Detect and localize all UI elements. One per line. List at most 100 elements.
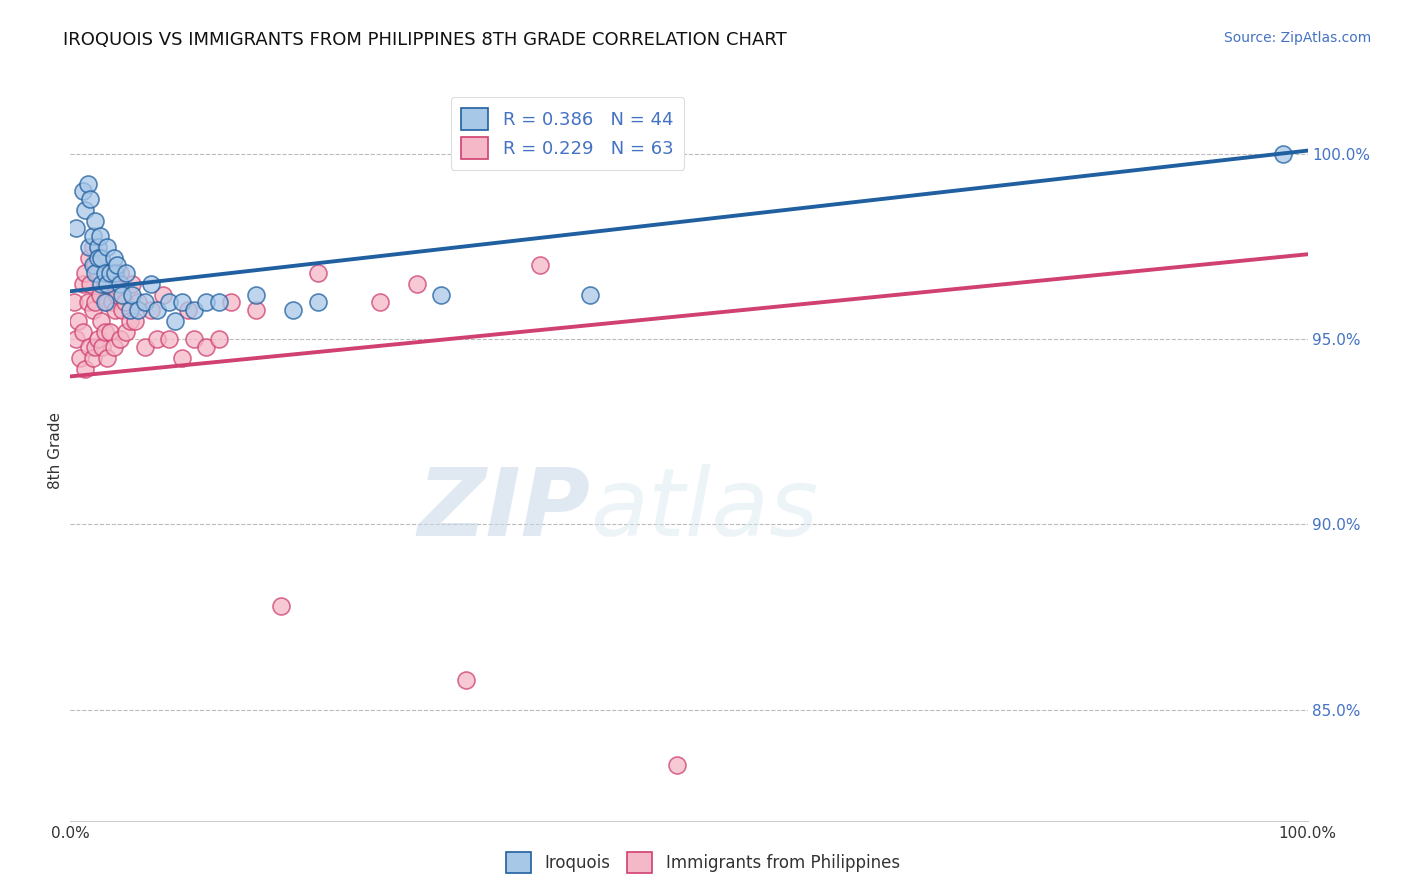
Point <box>72 325 94 339</box>
Point <box>82 258 104 272</box>
Point <box>111 288 134 302</box>
Point <box>79 192 101 206</box>
Point <box>108 277 131 291</box>
Point <box>75 362 97 376</box>
Text: ZIP: ZIP <box>418 464 591 556</box>
Point <box>195 295 218 310</box>
Point <box>90 251 112 265</box>
Point <box>165 314 187 328</box>
Point <box>86 251 108 265</box>
Point <box>94 325 117 339</box>
Point <box>82 302 104 317</box>
Point <box>82 351 104 365</box>
Point <box>90 251 112 265</box>
Point <box>405 277 427 291</box>
Point <box>98 266 121 280</box>
Point <box>127 302 149 317</box>
Legend: Iroquois, Immigrants from Philippines: Iroquois, Immigrants from Philippines <box>499 846 907 880</box>
Point <box>108 266 131 280</box>
Point <box>77 340 100 354</box>
Point <box>89 228 111 243</box>
Point <box>115 266 138 280</box>
Y-axis label: 8th Grade: 8th Grade <box>48 412 63 489</box>
Point <box>105 288 128 302</box>
Point <box>84 295 107 310</box>
Point <box>103 251 125 265</box>
Point <box>65 332 87 346</box>
Point <box>89 288 111 302</box>
Point <box>105 258 128 272</box>
Point <box>127 295 149 310</box>
Point <box>94 266 117 280</box>
Point <box>157 332 180 346</box>
Point <box>183 332 205 346</box>
Point <box>118 302 141 317</box>
Point <box>183 302 205 317</box>
Point <box>103 277 125 291</box>
Point <box>665 758 688 772</box>
Point <box>270 599 292 613</box>
Point <box>579 288 602 302</box>
Point <box>430 288 453 302</box>
Point <box>456 673 478 687</box>
Point <box>111 302 134 317</box>
Point <box>72 184 94 198</box>
Point <box>63 295 86 310</box>
Point <box>170 295 193 310</box>
Point <box>75 266 97 280</box>
Point <box>86 266 108 280</box>
Point <box>86 332 108 346</box>
Point <box>82 240 104 254</box>
Point <box>208 295 231 310</box>
Point <box>76 177 98 191</box>
Text: IROQUOIS VS IMMIGRANTS FROM PHILIPPINES 8TH GRADE CORRELATION CHART: IROQUOIS VS IMMIGRANTS FROM PHILIPPINES … <box>63 31 787 49</box>
Point <box>134 340 156 354</box>
Point <box>96 240 118 254</box>
Point <box>103 340 125 354</box>
Point <box>84 258 107 272</box>
Point <box>529 258 551 272</box>
Point <box>1271 147 1294 161</box>
Point <box>75 202 97 217</box>
Point <box>139 277 162 291</box>
Point <box>84 266 107 280</box>
Point <box>115 325 138 339</box>
Point <box>84 214 107 228</box>
Point <box>245 302 267 317</box>
Point <box>90 314 112 328</box>
Point <box>79 277 101 291</box>
Point <box>98 325 121 339</box>
Point <box>219 295 242 310</box>
Point <box>104 266 127 280</box>
Text: Source: ZipAtlas.com: Source: ZipAtlas.com <box>1223 31 1371 45</box>
Point <box>77 240 100 254</box>
Point <box>208 332 231 346</box>
Point <box>86 240 108 254</box>
Point <box>307 266 329 280</box>
Point <box>72 277 94 291</box>
Point <box>124 314 146 328</box>
Point <box>152 288 174 302</box>
Point <box>245 288 267 302</box>
Point <box>307 295 329 310</box>
Point <box>65 221 87 235</box>
Point <box>170 351 193 365</box>
Point <box>96 277 118 291</box>
Point <box>76 295 98 310</box>
Point <box>114 295 136 310</box>
Point <box>368 295 391 310</box>
Point <box>139 302 162 317</box>
Point <box>101 295 124 310</box>
Text: atlas: atlas <box>591 464 818 555</box>
Point <box>121 288 143 302</box>
Point <box>91 340 114 354</box>
Point <box>96 351 118 365</box>
Point <box>84 340 107 354</box>
Point <box>134 295 156 310</box>
Point <box>157 295 180 310</box>
Point <box>94 277 117 291</box>
Point <box>94 295 117 310</box>
Point <box>82 228 104 243</box>
Point <box>108 332 131 346</box>
Point <box>98 266 121 280</box>
